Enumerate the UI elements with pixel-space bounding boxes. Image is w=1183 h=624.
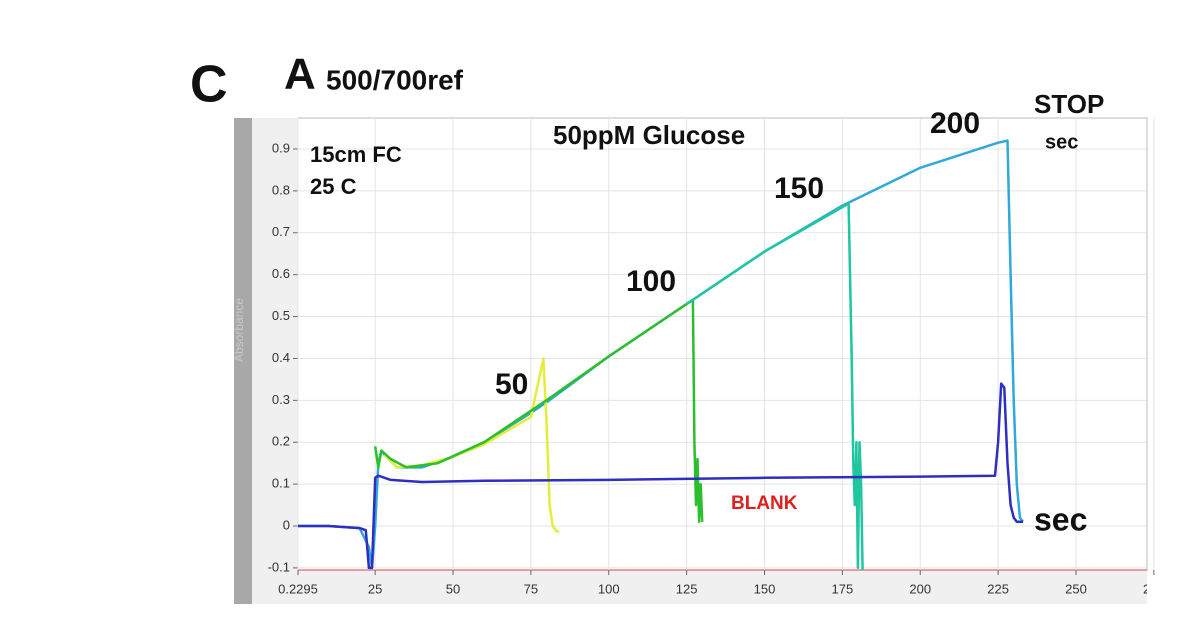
x-tick-label: 125 <box>676 581 698 596</box>
x-tick-label: 225 <box>987 581 1009 596</box>
x-tick-label: 100 <box>598 581 620 596</box>
y-tick-label: 0.8 <box>272 182 290 197</box>
y-tick-label: 0.3 <box>272 392 290 407</box>
annotation: sec <box>1034 501 1087 537</box>
data-line <box>685 202 864 571</box>
title-rest: 500/700ref <box>326 64 464 95</box>
x-tick-label: 150 <box>754 581 776 596</box>
annotation: 15cm FC <box>310 142 402 167</box>
title-lead: A <box>284 50 316 99</box>
data-line <box>298 382 1023 570</box>
x-tick-label: 50 <box>446 581 460 596</box>
annotation: 50ppM Glucose <box>553 120 745 150</box>
plot-area <box>297 117 1148 571</box>
y-tick-label: 0.5 <box>272 308 290 323</box>
annotation: STOP <box>1034 89 1104 119</box>
panel-label: C <box>190 56 228 114</box>
y-tick-label: 0.2 <box>272 434 290 449</box>
x-tick-label: 275 <box>1143 581 1165 596</box>
annotation: 50 <box>495 368 528 401</box>
x-tick-label: 200 <box>909 581 931 596</box>
x-tick-label: 75 <box>524 581 538 596</box>
y-tick-label: 0.1 <box>272 476 290 491</box>
x-tick-label: 0.2295 <box>278 581 318 596</box>
y-tick-label: 0.6 <box>272 266 290 281</box>
y-tick-label: -0.1 <box>268 559 290 574</box>
annotation: 100 <box>626 265 676 298</box>
annotation: 25 C <box>310 174 357 199</box>
y-tick-label: 0.9 <box>272 140 290 155</box>
x-tick-label: 175 <box>832 581 854 596</box>
y-axis-label: Absorbance <box>232 298 246 362</box>
y-tick-label: 0.7 <box>272 224 290 239</box>
x-tick-label: 25 <box>368 581 382 596</box>
y-tick-label: 0.4 <box>272 350 290 365</box>
annotation: BLANK <box>731 493 798 514</box>
annotation: 200 <box>930 107 980 140</box>
annotation: sec <box>1045 131 1078 153</box>
x-tick-label: 250 <box>1065 581 1087 596</box>
annotation: 150 <box>774 172 824 205</box>
frame-strip <box>234 118 252 604</box>
y-tick-label: 0 <box>283 517 290 532</box>
